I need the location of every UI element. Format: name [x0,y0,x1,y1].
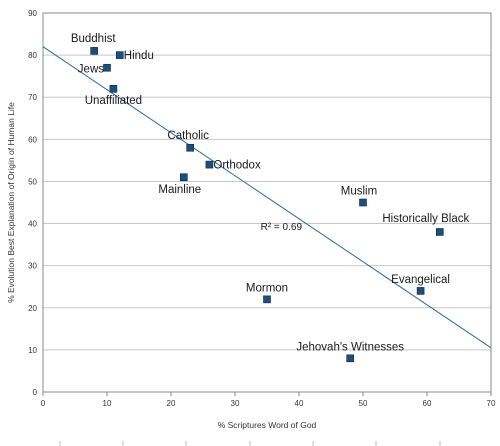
y-tick-label: 50 [28,177,37,186]
x-tick-label: 50 [359,399,368,408]
x-tick-label: 20 [167,399,176,408]
data-point [205,160,214,169]
point-label: Mormon [246,282,288,294]
point-label: Jews [78,64,104,76]
data-point [263,295,271,304]
x-axis-ticks: 0 10 20 30 40 50 60 70 [41,392,496,408]
x-tick-label: 40 [295,399,304,408]
data-point [435,228,444,236]
x-tick-label: 60 [423,399,432,408]
point-label: Jehovah's Witnesses [296,341,404,353]
x-tick-label: 70 [487,399,496,408]
y-tick-label: 0 [33,388,38,397]
point-label: Evangelical [391,274,450,286]
data-point [109,85,118,93]
point-label: Catholic [167,130,209,142]
y-tick-label: 40 [28,220,37,229]
point-label: Mainline [158,184,201,196]
data-point [103,63,111,72]
x-tick-label: 10 [103,399,112,408]
x-axis-title: % Scriptures Word of God [218,420,317,430]
data-point [90,47,98,55]
point-label: Buddhist [71,33,117,45]
y-axis-title: % Evolution Best Explanation of Origin o… [6,102,16,303]
point-label: Muslim [341,186,377,198]
y-tick-label: 60 [28,135,37,144]
data-points [90,47,444,363]
y-tick-label: 20 [28,304,37,313]
data-point [346,354,355,363]
data-point [186,143,194,152]
x-tick-label: 0 [41,399,46,408]
data-point [416,287,425,295]
y-tick-label: 80 [28,51,37,60]
point-label: Hindu [124,50,154,62]
x-tick-label: 30 [231,399,240,408]
y-tick-label: 70 [28,93,37,102]
point-label: Historically Black [382,213,469,225]
y-tick-label: 90 [28,9,37,18]
y-tick-label: 30 [28,262,37,271]
r-squared-annotation: R² = 0.69 [261,222,303,233]
data-point [180,173,188,182]
trend-line [42,46,492,349]
point-labels: Buddhist Hindu Jews Unaffiliated Catholic Ort… [71,33,470,353]
point-label: Orthodox [213,160,261,172]
data-point [116,51,124,59]
plot-area-frame [42,12,492,393]
y-tick-label: 10 [28,346,37,355]
bottom-decoration-ticks [59,441,441,446]
y-axis-ticks: 0 10 20 30 40 50 60 70 80 90 [28,9,37,397]
data-point [359,198,367,207]
point-label: Unaffiliated [85,95,142,107]
